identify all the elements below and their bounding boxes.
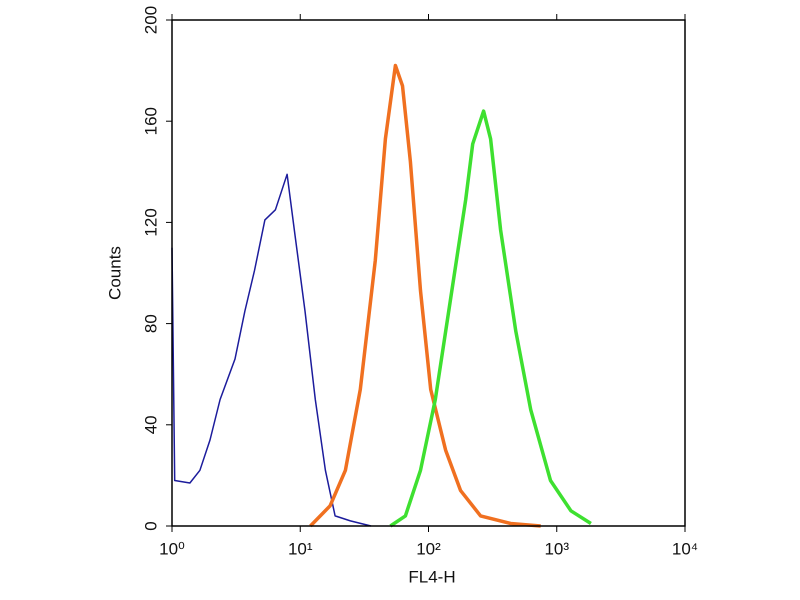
x-tick-label: 10⁴ [672,539,698,558]
plot-area [171,63,592,528]
y-tick-label: 160 [141,107,160,135]
y-tick-label: 120 [141,208,160,236]
series-line [309,63,541,528]
series-line [171,173,372,527]
x-tick-label: 10³ [544,539,569,558]
x-tick-label: 10² [416,539,441,558]
x-axis-label: FL4-H [408,567,455,586]
y-tick-label: 0 [141,521,160,530]
y-tick-label: 40 [141,415,160,434]
y-tick-label: 80 [141,314,160,333]
y-axis-label: Counts [105,246,124,300]
x-tick-label: 10¹ [288,539,313,558]
plot-frame [171,19,686,527]
y-tick-label: 200 [141,6,160,34]
series-line [389,109,592,528]
x-tick-label: 10⁰ [159,539,185,558]
